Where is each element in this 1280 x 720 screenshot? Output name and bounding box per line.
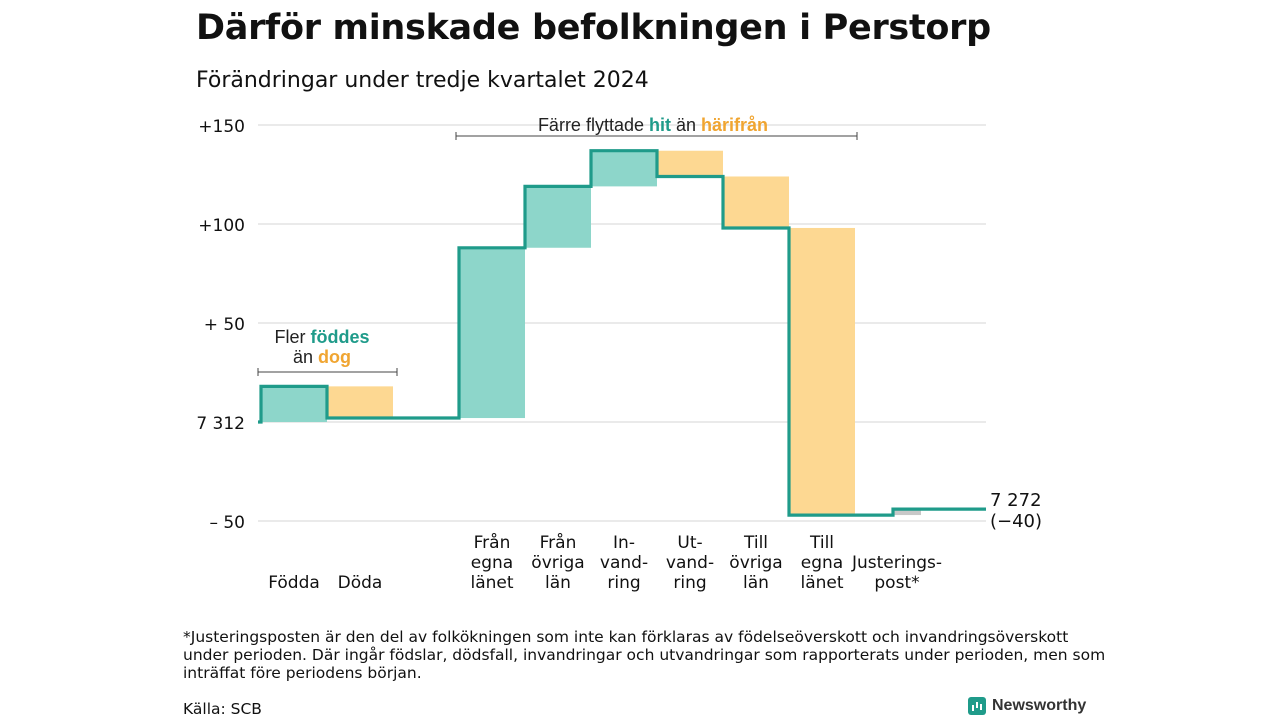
end-value-label: (−40) <box>990 511 1042 532</box>
migration-annotation-highlight-1: hit <box>649 115 671 135</box>
bar-layer <box>261 150 921 516</box>
x-category-label: län <box>743 573 769 593</box>
x-category-label: Döda <box>338 573 383 593</box>
end-value-label: 7 272 <box>990 490 1042 511</box>
x-category-label: länet <box>470 573 513 593</box>
waterfall-bar <box>591 150 657 187</box>
step-line-layer <box>258 149 986 517</box>
chart-subtitle: Förändringar under tredje kvartalet 2024 <box>196 68 649 93</box>
svg-text:Färre flyttade hit än härifrån: Färre flyttade hit än härifrån <box>538 115 768 135</box>
x-category-label: vand- <box>666 553 714 573</box>
y-tick-label: 7 312 <box>196 414 245 434</box>
waterfall-bar <box>327 386 393 419</box>
newsworthy-logo-icon <box>968 697 986 715</box>
x-category-label: ring <box>673 573 706 593</box>
waterfall-bar <box>657 150 723 177</box>
source-label: Källa: SCB <box>183 700 262 718</box>
x-category-label: Från <box>474 532 511 553</box>
chart-title: Därför minskade befolkningen i Perstorp <box>196 8 991 48</box>
x-category-label: övriga <box>531 553 584 573</box>
births-annotation-text-2: än <box>293 347 318 367</box>
y-tick-label: +100 <box>198 216 245 236</box>
x-category-label: post* <box>874 573 919 593</box>
waterfall-bar <box>789 227 855 516</box>
newsworthy-logo-text: Newsworthy <box>992 697 1087 714</box>
waterfall-bar <box>893 509 921 516</box>
births-annotation: Fler föddes än dog <box>257 327 398 376</box>
y-tick-label: +150 <box>198 117 245 137</box>
x-category-label: Justerings- <box>851 553 942 573</box>
births-annotation-text-1: Fler <box>274 327 310 347</box>
x-category-label: egna <box>801 553 843 573</box>
x-category-label: övriga <box>729 553 782 573</box>
svg-text:än dog: än dog <box>293 347 351 367</box>
x-category-label: In- <box>613 533 635 553</box>
migration-annotation: Färre flyttade hit än härifrån <box>455 115 858 140</box>
waterfall-bar <box>459 247 525 419</box>
births-annotation-highlight-2: dog <box>318 347 351 367</box>
svg-text:Fler föddes: Fler föddes <box>274 327 369 347</box>
x-category-label: ring <box>607 573 640 593</box>
grid-layer <box>258 124 986 522</box>
migration-annotation-text-1: Färre flyttade <box>538 115 649 135</box>
waterfall-bar <box>723 176 789 228</box>
births-annotation-highlight-1: föddes <box>310 327 369 347</box>
x-category-label: Till <box>809 533 834 553</box>
waterfall-bar <box>525 186 591 248</box>
x-category-label: egna <box>471 553 513 573</box>
x-category-label: län <box>545 573 571 593</box>
newsworthy-logo: Newsworthy <box>968 697 1086 715</box>
x-category-label: Ut- <box>677 533 702 553</box>
x-category-label: vand- <box>600 553 648 573</box>
migration-annotation-highlight-2: härifrån <box>701 115 768 135</box>
migration-annotation-text-2: än <box>671 115 701 135</box>
y-tick-label: – 50 <box>209 513 245 533</box>
waterfall-bar <box>261 386 327 422</box>
x-category-label: Födda <box>268 573 320 593</box>
y-tick-label: + 50 <box>204 315 245 335</box>
cumulative-step-line <box>258 149 986 517</box>
x-category-label: länet <box>800 573 843 593</box>
x-category-label: Från <box>540 532 577 553</box>
footnote: *Justeringsposten är den del av folkökni… <box>183 628 1106 682</box>
x-category-label: Till <box>743 533 768 553</box>
